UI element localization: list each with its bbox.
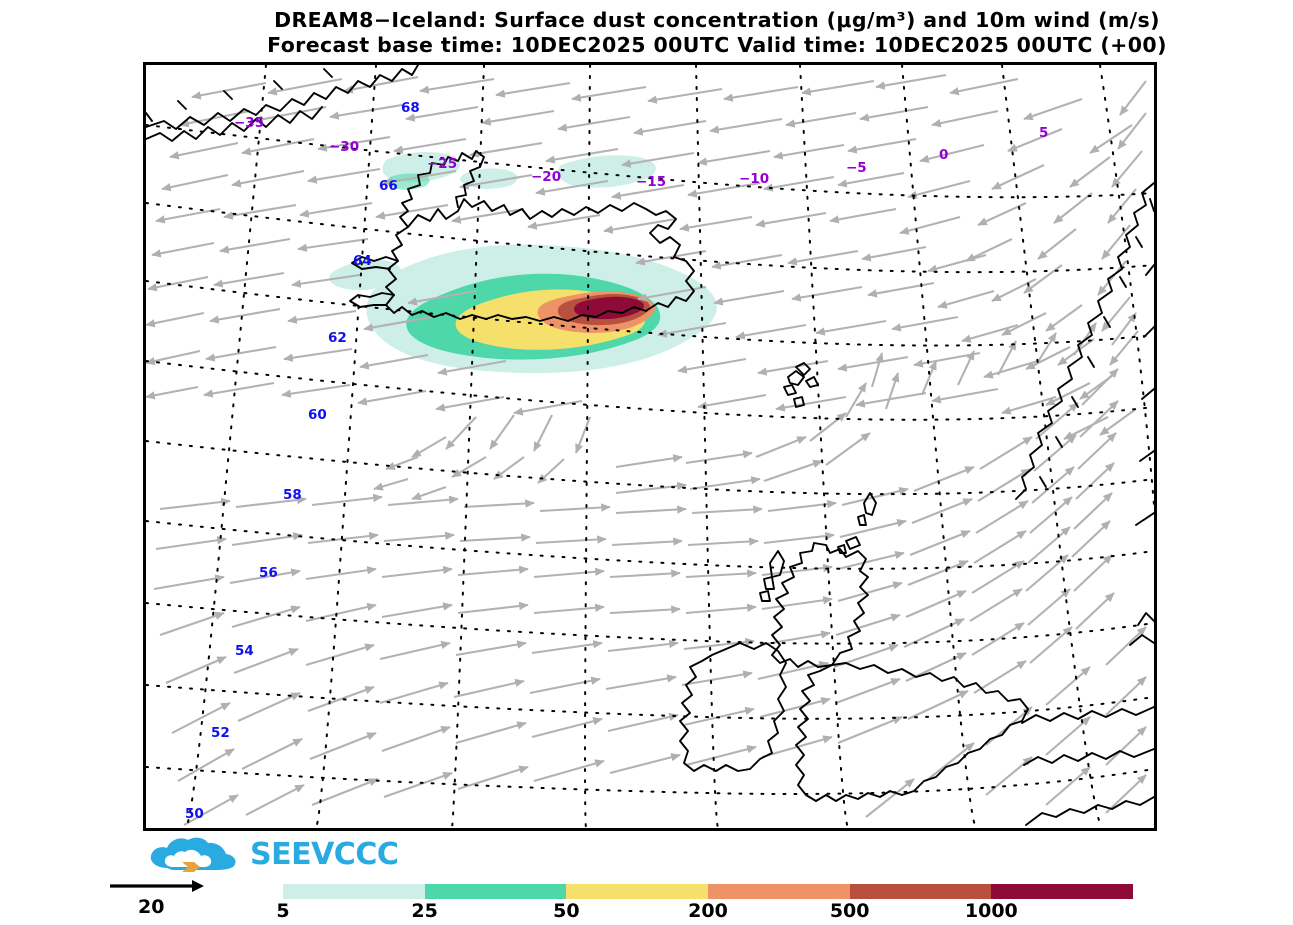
colorbar-label-50: 50 xyxy=(553,900,580,922)
colorbar-segment-500 xyxy=(849,884,992,899)
colorbar-label-5: 5 xyxy=(276,900,290,922)
colorbar-tick-labels: 5 25 50 200 500 1000 xyxy=(276,900,1133,924)
colorbar-segment-50 xyxy=(566,884,709,899)
forecast-map[interactable]: 68 66 64 62 60 58 56 54 52 50 −35 −30 −25 −20 −15 −10 −5… xyxy=(143,62,1157,831)
dust-concentration-colorbar xyxy=(283,884,1134,899)
chart-title-block: DREAM8−Iceland: Surface dust concentrati… xyxy=(143,8,1291,58)
dust-concentration-field xyxy=(329,152,717,374)
wind-scale-arrow-icon xyxy=(110,880,204,892)
lat-lon-graticule xyxy=(146,65,1154,828)
wind-reference-vector: 20 xyxy=(108,878,228,922)
forecast-time-subtitle: Forecast base time: 10DEC2025 00UTC Vali… xyxy=(267,33,1167,57)
map-canvas xyxy=(146,65,1154,828)
colorbar-segment-200 xyxy=(708,884,850,899)
coastline-layer xyxy=(146,65,1154,826)
cloud-icon xyxy=(150,837,236,872)
colorbar-segment-25 xyxy=(424,884,567,899)
page-title: DREAM8−Iceland: Surface dust concentrati… xyxy=(274,8,1160,32)
colorbar-segment-5 xyxy=(283,884,425,899)
colorbar-label-200: 200 xyxy=(688,900,728,922)
colorbar-label-25: 25 xyxy=(411,900,438,922)
logo-text: SEEVCCC xyxy=(250,837,399,872)
colorbar-label-1000: 1000 xyxy=(964,900,1018,922)
wind-vector-field xyxy=(146,73,1147,826)
seevccc-logo: SEEVCCC xyxy=(146,832,399,878)
colorbar-label-500: 500 xyxy=(829,900,870,922)
colorbar-segment-1000 xyxy=(991,884,1134,899)
wind-scale-label: 20 xyxy=(138,896,165,918)
